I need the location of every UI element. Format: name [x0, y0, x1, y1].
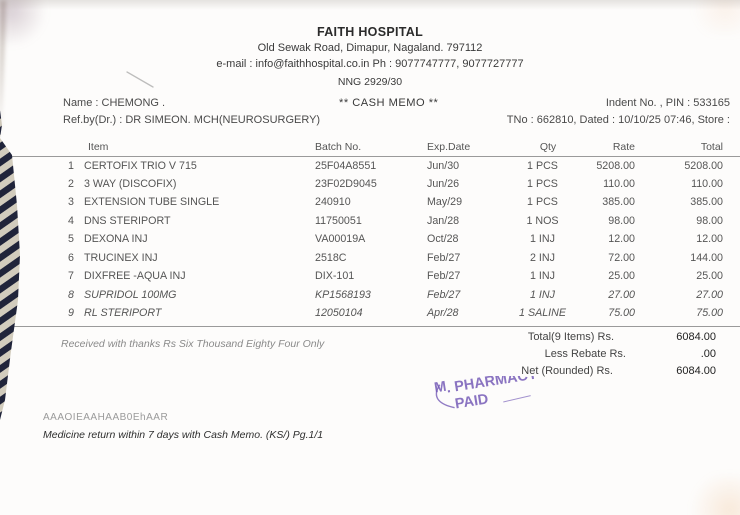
svg-text:. PHARMACY: . PHARMACY	[445, 376, 539, 397]
